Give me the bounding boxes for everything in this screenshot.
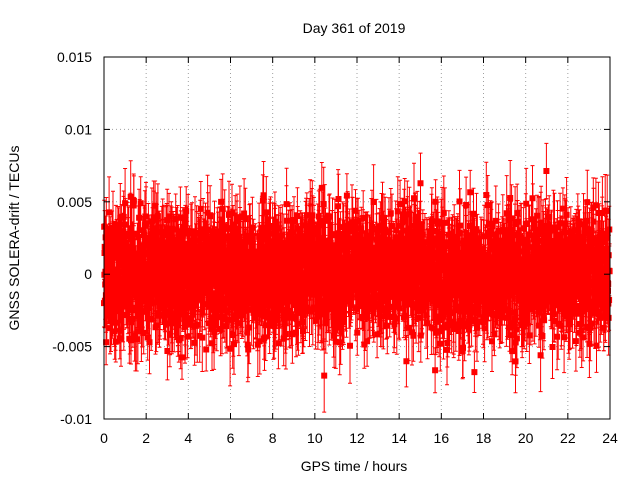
x-tick-label: 6 xyxy=(227,430,235,446)
y-tick-label: 0.005 xyxy=(57,194,92,210)
x-tick-label: 2 xyxy=(142,430,150,446)
y-axis-label: GNSS SOLERA-drift / TECUs xyxy=(6,146,22,331)
y-tick-label: -0.005 xyxy=(52,339,92,355)
x-tick-label: 16 xyxy=(434,430,450,446)
x-tick-label: 8 xyxy=(269,430,277,446)
y-tick-label: 0 xyxy=(84,266,92,282)
x-tick-label: 14 xyxy=(391,430,407,446)
y-tick-label: 0.01 xyxy=(65,121,92,137)
data-points xyxy=(101,168,613,379)
x-tick-label: 10 xyxy=(307,430,323,446)
x-axis-label: GPS time / hours xyxy=(301,458,408,474)
x-tick-label: 24 xyxy=(602,430,618,446)
x-tick-label: 12 xyxy=(349,430,365,446)
x-tick-label: 18 xyxy=(476,430,492,446)
x-tick-label: 4 xyxy=(184,430,192,446)
x-tick-label: 0 xyxy=(100,430,108,446)
x-tick-label: 20 xyxy=(518,430,534,446)
chart-title: Day 361 of 2019 xyxy=(303,20,406,36)
y-tick-label: 0.015 xyxy=(57,49,92,65)
y-tick-label: -0.01 xyxy=(60,411,92,427)
x-tick-label: 22 xyxy=(560,430,576,446)
axis-ticks: 0 2 4 6 8 10 12 14 16 18 20 22 24-0.01-0.00500.0050.… xyxy=(52,49,618,446)
